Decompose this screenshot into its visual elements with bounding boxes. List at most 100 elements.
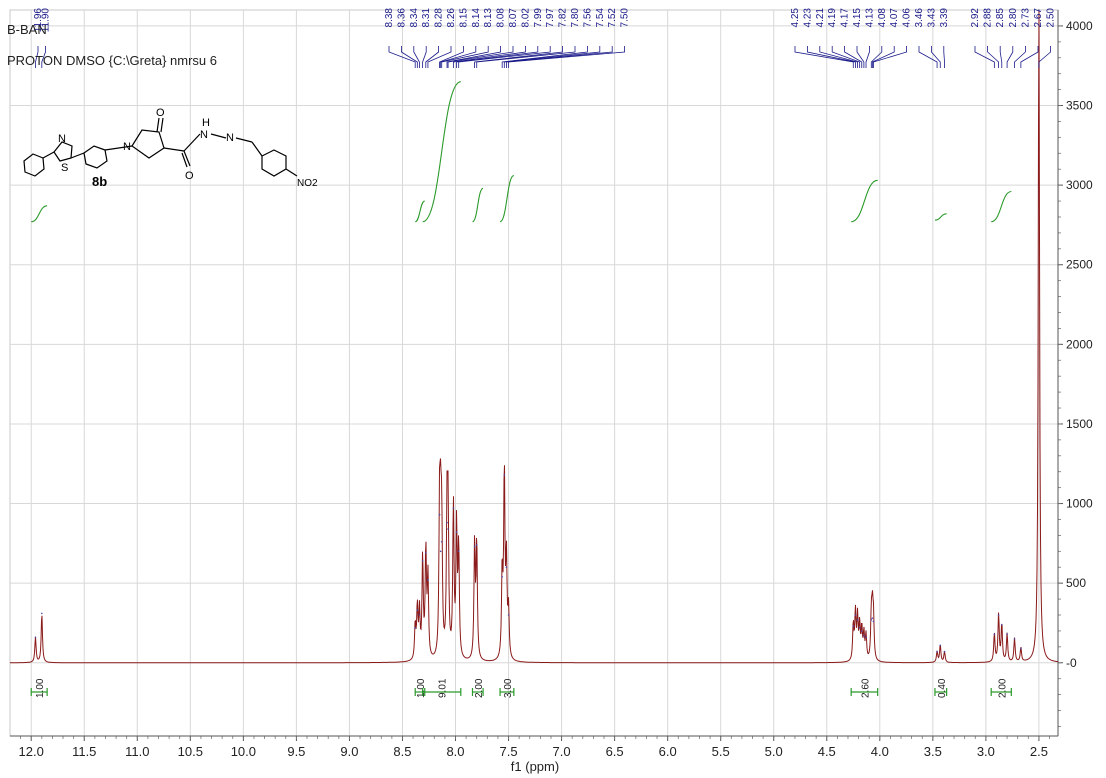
- peak-point: [870, 618, 873, 621]
- peak-point: [858, 626, 861, 629]
- peak-point: [871, 617, 874, 619]
- peak-label-connector: [388, 46, 416, 68]
- peak-label-connector: [35, 46, 39, 68]
- peak-point: [1006, 633, 1008, 635]
- peak-label: 8.02: [520, 8, 531, 28]
- peak-point: [943, 650, 946, 653]
- x-tick-label: 11.0: [125, 744, 149, 759]
- peak-label: 4.06: [902, 8, 913, 28]
- spectrum-layer: [10, 9, 1059, 664]
- peak-label: 3.39: [939, 8, 950, 28]
- peak-point: [421, 560, 424, 562]
- peak-label: 8.34: [409, 8, 420, 28]
- peak-label: 4.23: [802, 8, 813, 28]
- peak-label: 3.46: [914, 8, 925, 28]
- y-tick-label: 4000: [1066, 19, 1093, 33]
- peak-label: 7.99: [533, 8, 544, 28]
- peak-point: [446, 521, 448, 524]
- peak-label-connector: [870, 46, 883, 68]
- peak-label: 8.28: [434, 8, 445, 28]
- x-tick-label: 8.0: [446, 744, 464, 759]
- peak-label-connector: [452, 46, 526, 68]
- x-tick-label: 10.0: [231, 744, 256, 759]
- integral-curve: [851, 179, 878, 223]
- peak-label-connector: [413, 46, 420, 68]
- peak-label-connector: [440, 46, 477, 68]
- peak-label: 7.50: [620, 8, 631, 28]
- x-tick-label: 7.0: [553, 744, 571, 759]
- peak-label: 8.26: [446, 8, 457, 28]
- peak-point: [1020, 647, 1022, 650]
- peak-point: [34, 636, 37, 639]
- integral-curve: [499, 175, 515, 223]
- integral-curve: [934, 213, 947, 221]
- x-tick-label: 8.5: [393, 744, 411, 759]
- peak-label: 11.96: [33, 8, 44, 33]
- peak-label: 8.07: [508, 8, 519, 28]
- x-tick-label: 4.5: [818, 744, 836, 759]
- peak-label: 4.17: [840, 8, 851, 28]
- atom-h-hydrazide: H: [202, 117, 210, 129]
- x-tick-label: 3.0: [977, 744, 995, 759]
- integral-curve: [991, 190, 1012, 223]
- x-tick-label: 11.5: [72, 744, 96, 759]
- peak-label-connector: [422, 46, 427, 68]
- peak-point: [1038, 9, 1040, 11]
- peak-label: 8.36: [396, 8, 407, 28]
- peak-label-connector: [441, 46, 489, 68]
- peak-label-connector: [819, 46, 858, 68]
- peak-label: 2.92: [970, 8, 981, 28]
- axis-layer: 12.0 11.5 11.0 10.5 10.0 9.5 9.0 8.5 8.0 7.5 7.0 6.…: [10, 10, 1093, 759]
- x-tick-label: 5.5: [712, 744, 730, 759]
- peak-label: 2.67: [1033, 8, 1044, 28]
- peak-label: 8.31: [421, 8, 432, 28]
- peak-label: 8.13: [483, 8, 494, 28]
- peak-point: [863, 634, 865, 637]
- peak-point: [452, 507, 455, 510]
- peak-label: 3.43: [926, 8, 937, 28]
- integral-value: 1.00: [35, 678, 46, 698]
- peak-point: [856, 618, 859, 621]
- x-tick-label: 6.5: [606, 744, 624, 759]
- peak-label: 7.56: [582, 8, 593, 28]
- peak-point: [865, 636, 867, 639]
- x-tick-label: 2.5: [1030, 744, 1048, 759]
- atom-n-lactam: N: [123, 141, 131, 153]
- peak-label: 4.07: [889, 8, 900, 28]
- peak-point: [438, 513, 441, 516]
- peak-point: [852, 625, 855, 627]
- peak-label: 7.80: [570, 8, 581, 28]
- integral-value: 0.40: [937, 678, 948, 698]
- peak-label-connector: [446, 46, 501, 68]
- peak-label-connector: [456, 46, 539, 68]
- peak-label-connector: [458, 46, 551, 68]
- sample-id: B-BAN: [7, 22, 47, 37]
- x-tick-label: 9.5: [287, 744, 305, 759]
- experiment-title: PROTON DMSO {C:\Greta} nmrsu 6: [7, 53, 217, 68]
- peak-label: 7.97: [545, 8, 556, 28]
- peak-label-connector: [871, 46, 895, 68]
- peak-label: 8.15: [458, 8, 469, 28]
- peak-label-connector: [1020, 46, 1039, 68]
- peak-label-connector: [508, 46, 625, 68]
- integral-curve: [31, 205, 48, 223]
- x-tick-label: 4.0: [871, 744, 889, 759]
- peak-point: [447, 528, 449, 530]
- peak-label: 4.19: [827, 8, 838, 28]
- peak-label-connector: [931, 46, 941, 68]
- x-tick-label: 3.5: [924, 744, 942, 759]
- peak-label-connector: [501, 46, 588, 68]
- peak-point: [505, 566, 508, 569]
- compound-label: 8b: [92, 174, 107, 189]
- peak-label-connector: [974, 46, 995, 68]
- peak-point: [439, 550, 442, 553]
- peak-point: [440, 540, 443, 543]
- atom-o-amide: O: [185, 170, 194, 182]
- peak-point: [854, 614, 857, 616]
- peak-label: 11.90: [41, 8, 52, 33]
- peak-label: 2.88: [983, 8, 994, 28]
- y-tick-label: 1500: [1066, 417, 1093, 431]
- peak-label-connector: [794, 46, 854, 68]
